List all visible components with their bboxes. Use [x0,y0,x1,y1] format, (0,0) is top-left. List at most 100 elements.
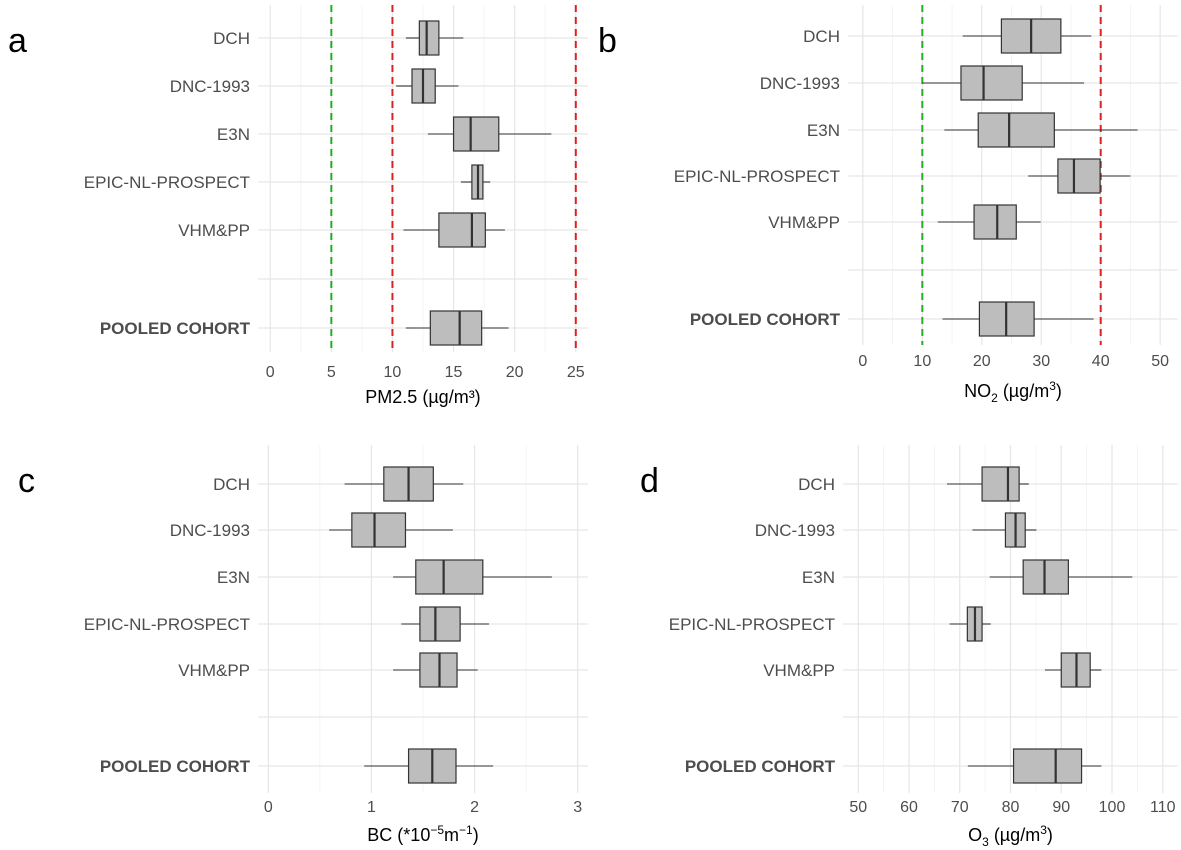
panel-letter: b [598,22,617,60]
panel-c: c DCH DNC-1993 E3N EPIC-NL-PROSPECT VHM&PP POO… [18,445,588,845]
tick-label: 100 [1099,799,1126,816]
category-label-dch: DCH [798,475,835,494]
category-label-epic-nl-prospect: EPIC-NL-PROSPECT [669,615,835,634]
axis-title-end: ) [1056,381,1062,401]
box-iqr [973,204,1017,240]
tick-label: 90 [1052,799,1070,816]
x-axis-title: PM2.5 (µg/m³) [365,387,480,407]
category-label-vhm-pp: VHM&PP [768,213,840,232]
tick-label: 50 [1151,353,1169,370]
category-label-dnc-1993: DNC-1993 [170,521,250,540]
box-iqr [351,512,407,548]
tick-label: 10 [384,364,402,381]
axis-title-sup2: −1 [459,823,473,837]
boxplot-epic-nl-prospect [401,606,489,642]
category-label-epic-nl-prospect: EPIC-NL-PROSPECT [84,615,250,634]
axis-title-rest: (µg/m [998,381,1049,401]
box-iqr [981,466,1020,502]
category-label-epic-nl-prospect: EPIC-NL-PROSPECT [674,167,840,186]
box-iqr [977,112,1055,148]
category-label-vhm-pp: VHM&PP [763,661,835,680]
tick-label: 60 [900,799,918,816]
boxplot-vhm-pp [1045,652,1102,688]
tick-label: 15 [445,364,463,381]
tick-label: 5 [327,364,336,381]
axis-title-sup: 3 [1040,823,1047,837]
tick-label: 70 [951,799,969,816]
category-label-dnc-1993: DNC-1993 [760,74,840,93]
boxplot-e3n [944,112,1138,148]
tick-label: 20 [973,353,991,370]
boxplot-pooled-cohort [364,748,494,784]
x-axis-title: BC (*10−5m−1) [367,823,478,845]
boxplot-epic-nl-prospect [949,606,991,642]
box-iqr [419,606,461,642]
panel-letter: d [640,462,659,500]
tick-label: 2 [470,799,479,816]
category-label-e3n: E3N [802,568,835,587]
tick-label: 10 [913,353,931,370]
tick-label: 30 [1032,353,1050,370]
boxplot-pooled-cohort [942,301,1094,337]
boxplot-e3n [989,559,1133,595]
category-label-e3n: E3N [217,125,250,144]
axis-title-rest: (µg/m [989,825,1040,845]
x-axis-title: O3 (µg/m3) [968,823,1053,849]
axis-title-sub: 2 [991,391,998,405]
tick-label: 3 [573,799,582,816]
axis-title-sup: 3 [1049,379,1056,393]
boxplot-e3n [427,116,552,152]
tick-label: 50 [849,799,867,816]
boxplot-epic-nl-prospect [1028,158,1131,194]
category-label-dnc-1993: DNC-1993 [755,521,835,540]
category-label-dch: DCH [213,29,250,48]
box-iqr [1022,559,1069,595]
box-iqr [415,559,484,595]
category-label-dch: DCH [213,475,250,494]
box-iqr [960,65,1023,101]
boxplot-dnc-1993 [329,512,453,548]
boxplot-dnc-1993 [922,65,1085,101]
boxplot-pooled-cohort [967,748,1102,784]
axis-title-sup: −5 [430,823,444,837]
boxplot-dch [947,466,1029,502]
category-label-vhm-pp: VHM&PP [178,661,250,680]
category-label-dch: DCH [803,27,840,46]
box-iqr [438,212,486,248]
panel-d: d DCH DNC-1993 E3N EPIC-NL-PROSPECT VHM&PP POO… [640,445,1178,849]
axis-title-end: ) [1047,825,1053,845]
panel-letter: a [8,22,27,60]
tick-label: 80 [1002,799,1020,816]
tick-label: 0 [858,353,867,370]
category-label-dnc-1993: DNC-1993 [170,77,250,96]
boxplot-pooled-cohort [405,310,509,346]
boxplot-dch [962,18,1092,54]
boxplot-dnc-1993 [396,68,459,104]
category-label-e3n: E3N [217,568,250,587]
category-label-e3n: E3N [807,121,840,140]
boxplot-dch [405,20,464,56]
axis-title-end: ) [473,825,479,845]
category-label-vhm-pp: VHM&PP [178,221,250,240]
category-label-pooled-cohort: POOLED COHORT [685,757,836,776]
panel-a: a DCH DNC-1993 E3N EPIC-NL-PROSPECT VHM&PP POO… [8,5,588,407]
boxplot-e3n [393,559,552,595]
box-iqr [1012,748,1083,784]
axis-title-main: BC (*10 [367,825,430,845]
box-iqr [429,310,483,346]
tick-label: 40 [1092,353,1110,370]
tick-label: 1 [367,799,376,816]
tick-label: 25 [567,364,585,381]
boxplot-dnc-1993 [972,512,1037,548]
box-iqr [452,116,500,152]
axis-title-rest: m [444,825,459,845]
boxplot-epic-nl-prospect [460,164,491,200]
boxplot-vhm-pp [403,212,505,248]
category-label-pooled-cohort: POOLED COHORT [100,319,251,338]
box-iqr [418,20,440,56]
boxplot-vhm-pp [937,204,1041,240]
axis-title-sub: 3 [982,835,989,849]
x-axis-title: NO2 (µg/m3) [964,379,1062,405]
tick-label: 110 [1150,799,1176,816]
